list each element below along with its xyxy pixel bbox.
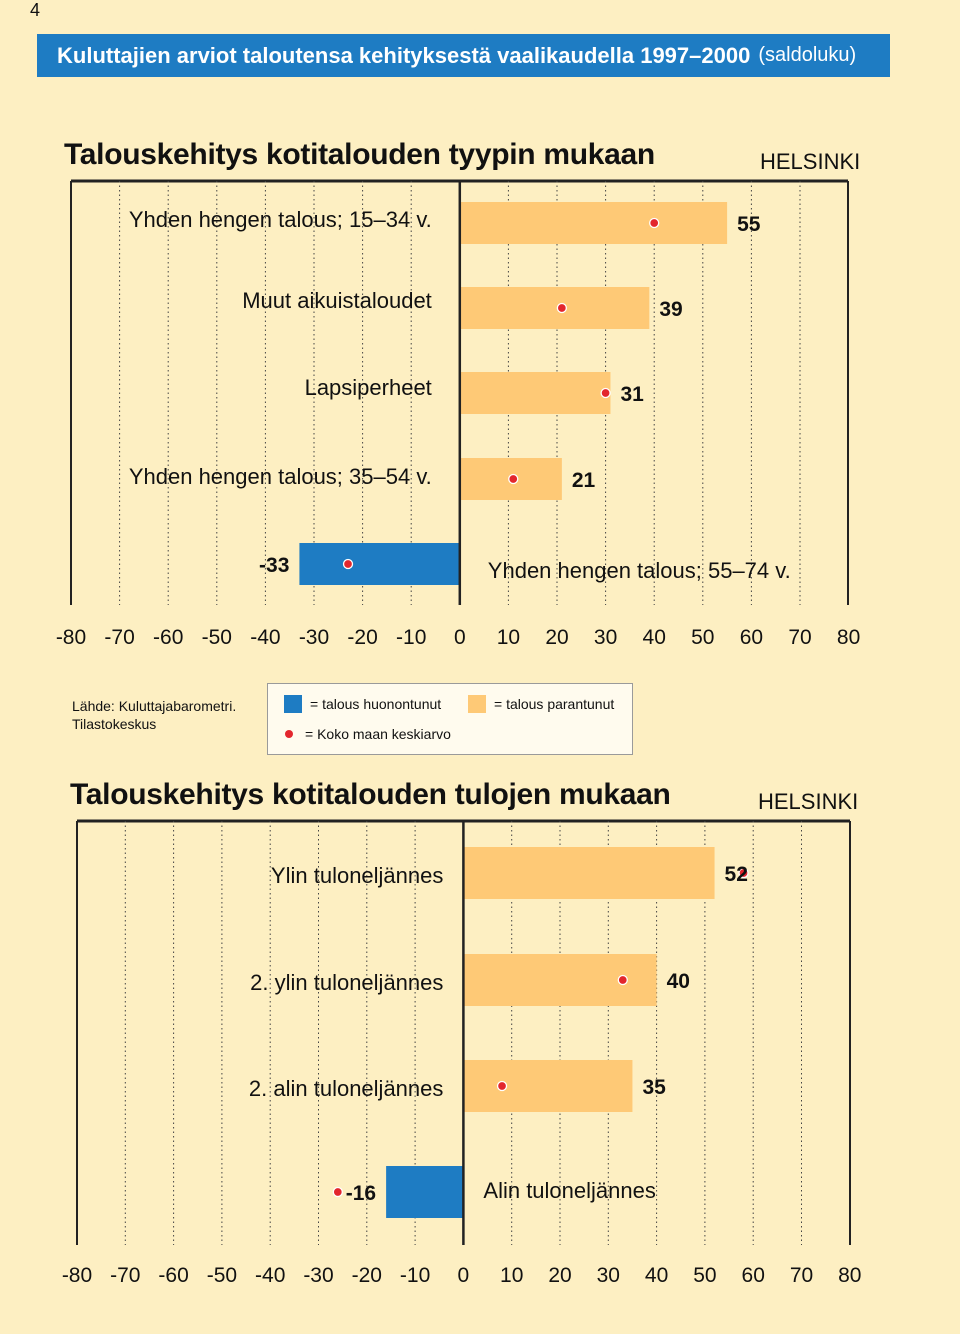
page-number: 4	[30, 0, 41, 20]
tick-label: -30	[303, 1264, 333, 1287]
category-label: 2. ylin tuloneljännes	[250, 970, 443, 995]
tick-label: -20	[347, 626, 377, 649]
value-label: 31	[620, 383, 644, 406]
tick-label: -50	[202, 626, 232, 649]
legend-label-average: = Koko maan keskiarvo	[305, 726, 451, 742]
value-label: 52	[725, 863, 748, 886]
source-line-2: Tilastokeskus	[72, 716, 157, 732]
tick-label: -10	[396, 626, 426, 649]
average-dot	[496, 1080, 508, 1092]
tick-label: 20	[545, 626, 568, 649]
tick-label: 80	[838, 1264, 861, 1287]
value-label: -33	[259, 554, 289, 577]
legend-swatch-positive	[468, 695, 486, 713]
tick-label: -60	[153, 626, 183, 649]
tick-label: -10	[400, 1264, 430, 1287]
legend-label-positive: = talous parantunut	[494, 696, 615, 712]
tick-label: -70	[104, 626, 134, 649]
average-dot	[617, 974, 628, 986]
category-label: Yhden hengen talous; 55–74 v.	[488, 558, 791, 583]
tick-label: 40	[643, 626, 666, 649]
source-line-1: Lähde: Kuluttajabarometri.	[72, 698, 237, 714]
legend-label-negative: = talous huonontunut	[310, 696, 442, 712]
header-banner: Kuluttajien arviot taloutensa kehitykses…	[37, 34, 890, 77]
legend-dot-average	[285, 730, 293, 738]
value-label: 35	[642, 1076, 666, 1099]
average-dot	[342, 558, 354, 570]
bar	[459, 202, 728, 244]
tick-label: -80	[62, 1264, 92, 1287]
tick-label: -80	[56, 626, 86, 649]
legend-item-average: = Koko maan keskiarvo	[282, 726, 451, 742]
tick-label: -40	[250, 626, 280, 649]
tick-label: 10	[497, 626, 520, 649]
category-label: Lapsiperheet	[305, 375, 432, 400]
tick-label: 80	[837, 626, 860, 649]
value-label: -16	[346, 1182, 376, 1205]
bar	[299, 543, 460, 585]
tick-label: 10	[500, 1264, 523, 1287]
average-dot	[738, 867, 749, 879]
header-title: Kuluttajien arviot taloutensa kehitykses…	[57, 42, 751, 68]
tick-label: -50	[207, 1264, 237, 1287]
legend-item-positive: = talous parantunut	[468, 695, 614, 713]
value-label: 21	[572, 469, 596, 492]
chart2-region: HELSINKI	[758, 789, 859, 814]
chart1-region: HELSINKI	[760, 149, 861, 174]
category-label: Yhden hengen talous; 15–34 v.	[129, 207, 432, 232]
legend-swatch-negative	[284, 695, 302, 713]
value-label: 40	[667, 970, 690, 993]
tick-label: 50	[693, 1264, 716, 1287]
bar	[386, 1166, 464, 1218]
value-label: 55	[737, 213, 761, 236]
header-subtitle: (saldoluku)	[758, 44, 857, 66]
bar	[463, 1060, 633, 1112]
category-label: Muut aikuistaloudet	[242, 288, 432, 313]
tick-label: 40	[645, 1264, 668, 1287]
category-label: Yhden hengen talous; 35–54 v.	[129, 464, 432, 489]
tick-label: -60	[158, 1264, 188, 1287]
category-label: 2. alin tuloneljännes	[249, 1076, 443, 1101]
tick-label: -30	[299, 626, 329, 649]
bar	[463, 847, 715, 899]
tick-label: -40	[255, 1264, 285, 1287]
source-note: Lähde: Kuluttajabarometri. Tilastokeskus	[72, 697, 236, 733]
bar	[459, 287, 650, 329]
tick-label: 60	[742, 1264, 765, 1287]
tick-label: 70	[788, 626, 811, 649]
tick-label: -20	[352, 1264, 382, 1287]
legend: = talous huonontunut = talous parantunut…	[267, 683, 633, 755]
legend-item-negative: = talous huonontunut	[284, 695, 441, 713]
bar	[459, 372, 611, 414]
tick-label: 30	[597, 1264, 620, 1287]
average-dot	[332, 1186, 343, 1198]
tick-label: -70	[110, 1264, 140, 1287]
average-dot	[508, 473, 519, 485]
value-label: 39	[659, 298, 682, 321]
average-dot	[600, 387, 611, 399]
chart2-title: Talouskehitys kotitalouden tulojen mukaa…	[70, 778, 671, 811]
tick-label: 0	[458, 1264, 470, 1287]
category-label: Ylin tuloneljännes	[271, 863, 443, 888]
chart1-title: Talouskehitys kotitalouden tyypin mukaan	[64, 138, 655, 171]
tick-label: 60	[740, 626, 763, 649]
tick-label: 0	[454, 626, 466, 649]
category-label: Alin tuloneljännes	[483, 1178, 655, 1203]
tick-label: 20	[548, 1264, 571, 1287]
average-dot	[556, 302, 568, 314]
tick-label: 70	[790, 1264, 813, 1287]
tick-label: 30	[594, 626, 617, 649]
average-dot	[649, 217, 660, 229]
tick-label: 50	[691, 626, 714, 649]
